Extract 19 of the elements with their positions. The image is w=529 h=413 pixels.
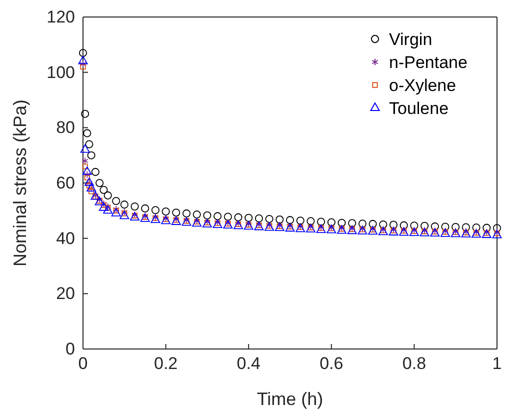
legend-label: o-Xylene (389, 76, 456, 95)
y-tick-label: 20 (56, 284, 75, 304)
x-tick-label: 0.6 (320, 354, 344, 374)
x-tick-label: 0.8 (402, 354, 426, 374)
legend-label: Virgin (389, 30, 432, 49)
x-tick-label: 0 (78, 354, 88, 374)
x-tick-label: 0.2 (154, 354, 178, 374)
y-tick-label: 0 (66, 339, 75, 358)
y-tick-label: 40 (56, 228, 75, 248)
y-tick-label: 120 (46, 7, 75, 26)
y-tick-label: 60 (56, 173, 75, 192)
y-tick-label: 80 (56, 118, 75, 138)
x-tick-label: 1 (492, 354, 502, 374)
legend-label: n-Pentane (389, 53, 468, 72)
y-tick-label: 100 (46, 62, 75, 82)
legend-label: Toulene (389, 99, 449, 118)
x-tick-label: 0.4 (236, 354, 260, 374)
y-axis-title: Nominal stress (kPa) (10, 99, 30, 267)
x-axis-title: Time (h) (256, 389, 324, 409)
